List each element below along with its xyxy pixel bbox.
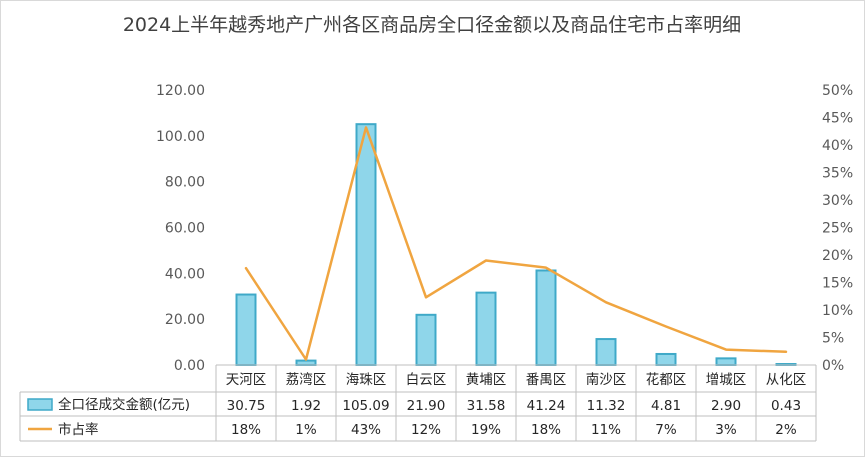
x-tick-label: 从化区: [766, 372, 807, 388]
y-left-tick-label: 40.00: [165, 266, 205, 282]
data-label-share: 18%: [531, 422, 561, 438]
y-left-tick-label: 0.00: [174, 358, 205, 374]
bar: [715, 357, 737, 366]
y-right-tick-label: 40%: [822, 138, 853, 154]
data-label-share: 12%: [411, 422, 441, 438]
data-label-amount: 4.81: [651, 398, 681, 414]
data-label-amount: 2.90: [711, 398, 741, 414]
y-right-tick-label: 20%: [822, 248, 853, 264]
bar: [595, 338, 617, 366]
data-label-share: 18%: [231, 422, 261, 438]
data-label-share: 19%: [471, 422, 501, 438]
data-label-share: 1%: [295, 422, 317, 438]
data-label-share: 11%: [591, 422, 621, 438]
y-right-tick-label: 25%: [822, 221, 853, 237]
x-tick-label: 黄埔区: [466, 372, 507, 388]
bar: [295, 359, 317, 367]
y-right-tick-label: 30%: [822, 193, 853, 209]
y-right-tick-label: 0%: [822, 358, 844, 374]
y-left-tick-label: 80.00: [165, 175, 205, 191]
bar: [535, 269, 557, 366]
legend-key-bar: [27, 398, 53, 411]
y-right-tick-label: 50%: [822, 83, 853, 99]
x-tick-label: 天河区: [226, 372, 267, 388]
data-label-amount: 30.75: [227, 398, 266, 414]
data-table: 天河区 荔湾区 海珠区 白云区 黄埔区 番禺区 南沙区 花都区 增城区 从化区全口径成交金额(亿元…: [19, 364, 817, 442]
y-left-tick-label: 20.00: [165, 312, 205, 328]
y-right-tick-label: 35%: [822, 166, 853, 182]
bar: [235, 293, 257, 366]
data-label-amount: 41.24: [527, 398, 566, 414]
plot-area: 0.00 20.00 40.00 60.00 80.00 100.00 120.00 0% 5%…: [156, 83, 853, 374]
x-tick-label: 增城区: [706, 372, 747, 388]
data-label-amount: 105.09: [342, 398, 389, 414]
chart-title: 2024上半年越秀地产广州各区商品房全口径金额以及商品住宅市占率明细: [123, 14, 741, 36]
x-tick-label: 番禺区: [526, 372, 567, 388]
data-label-share: 7%: [655, 422, 677, 438]
y-left-tick-label: 60.00: [165, 221, 205, 237]
data-label-share: 43%: [351, 422, 381, 438]
data-label-amount: 1.92: [291, 398, 321, 414]
bar: [415, 313, 437, 366]
y-left-tick-label: 100.00: [156, 129, 205, 145]
legend-label-bar: 全口径成交金额(亿元): [58, 396, 190, 413]
data-label-amount: 31.58: [467, 398, 506, 414]
legend-label-line: 市占率: [58, 421, 99, 438]
y-left-tick-label: 120.00: [156, 83, 205, 99]
y-right-tick-label: 45%: [822, 111, 853, 127]
data-label-share: 3%: [715, 422, 737, 438]
y-right-tick-label: 5%: [822, 331, 844, 347]
bar: [475, 291, 497, 367]
bar: [355, 123, 377, 366]
market-share-line: [244, 126, 788, 361]
data-label-amount: 21.90: [407, 398, 446, 414]
x-tick-label: 南沙区: [586, 372, 627, 388]
y-right-tick-label: 15%: [822, 276, 853, 292]
data-label-amount: 11.32: [587, 398, 626, 414]
x-tick-label: 花都区: [646, 372, 687, 388]
x-tick-label: 荔湾区: [286, 371, 327, 388]
data-label-amount: 0.43: [771, 398, 801, 414]
data-label-share: 2%: [775, 422, 797, 438]
bar: [655, 352, 677, 366]
x-tick-label: 海珠区: [346, 372, 387, 388]
x-tick-label: 白云区: [406, 372, 447, 388]
y-right-tick-label: 10%: [822, 303, 853, 319]
